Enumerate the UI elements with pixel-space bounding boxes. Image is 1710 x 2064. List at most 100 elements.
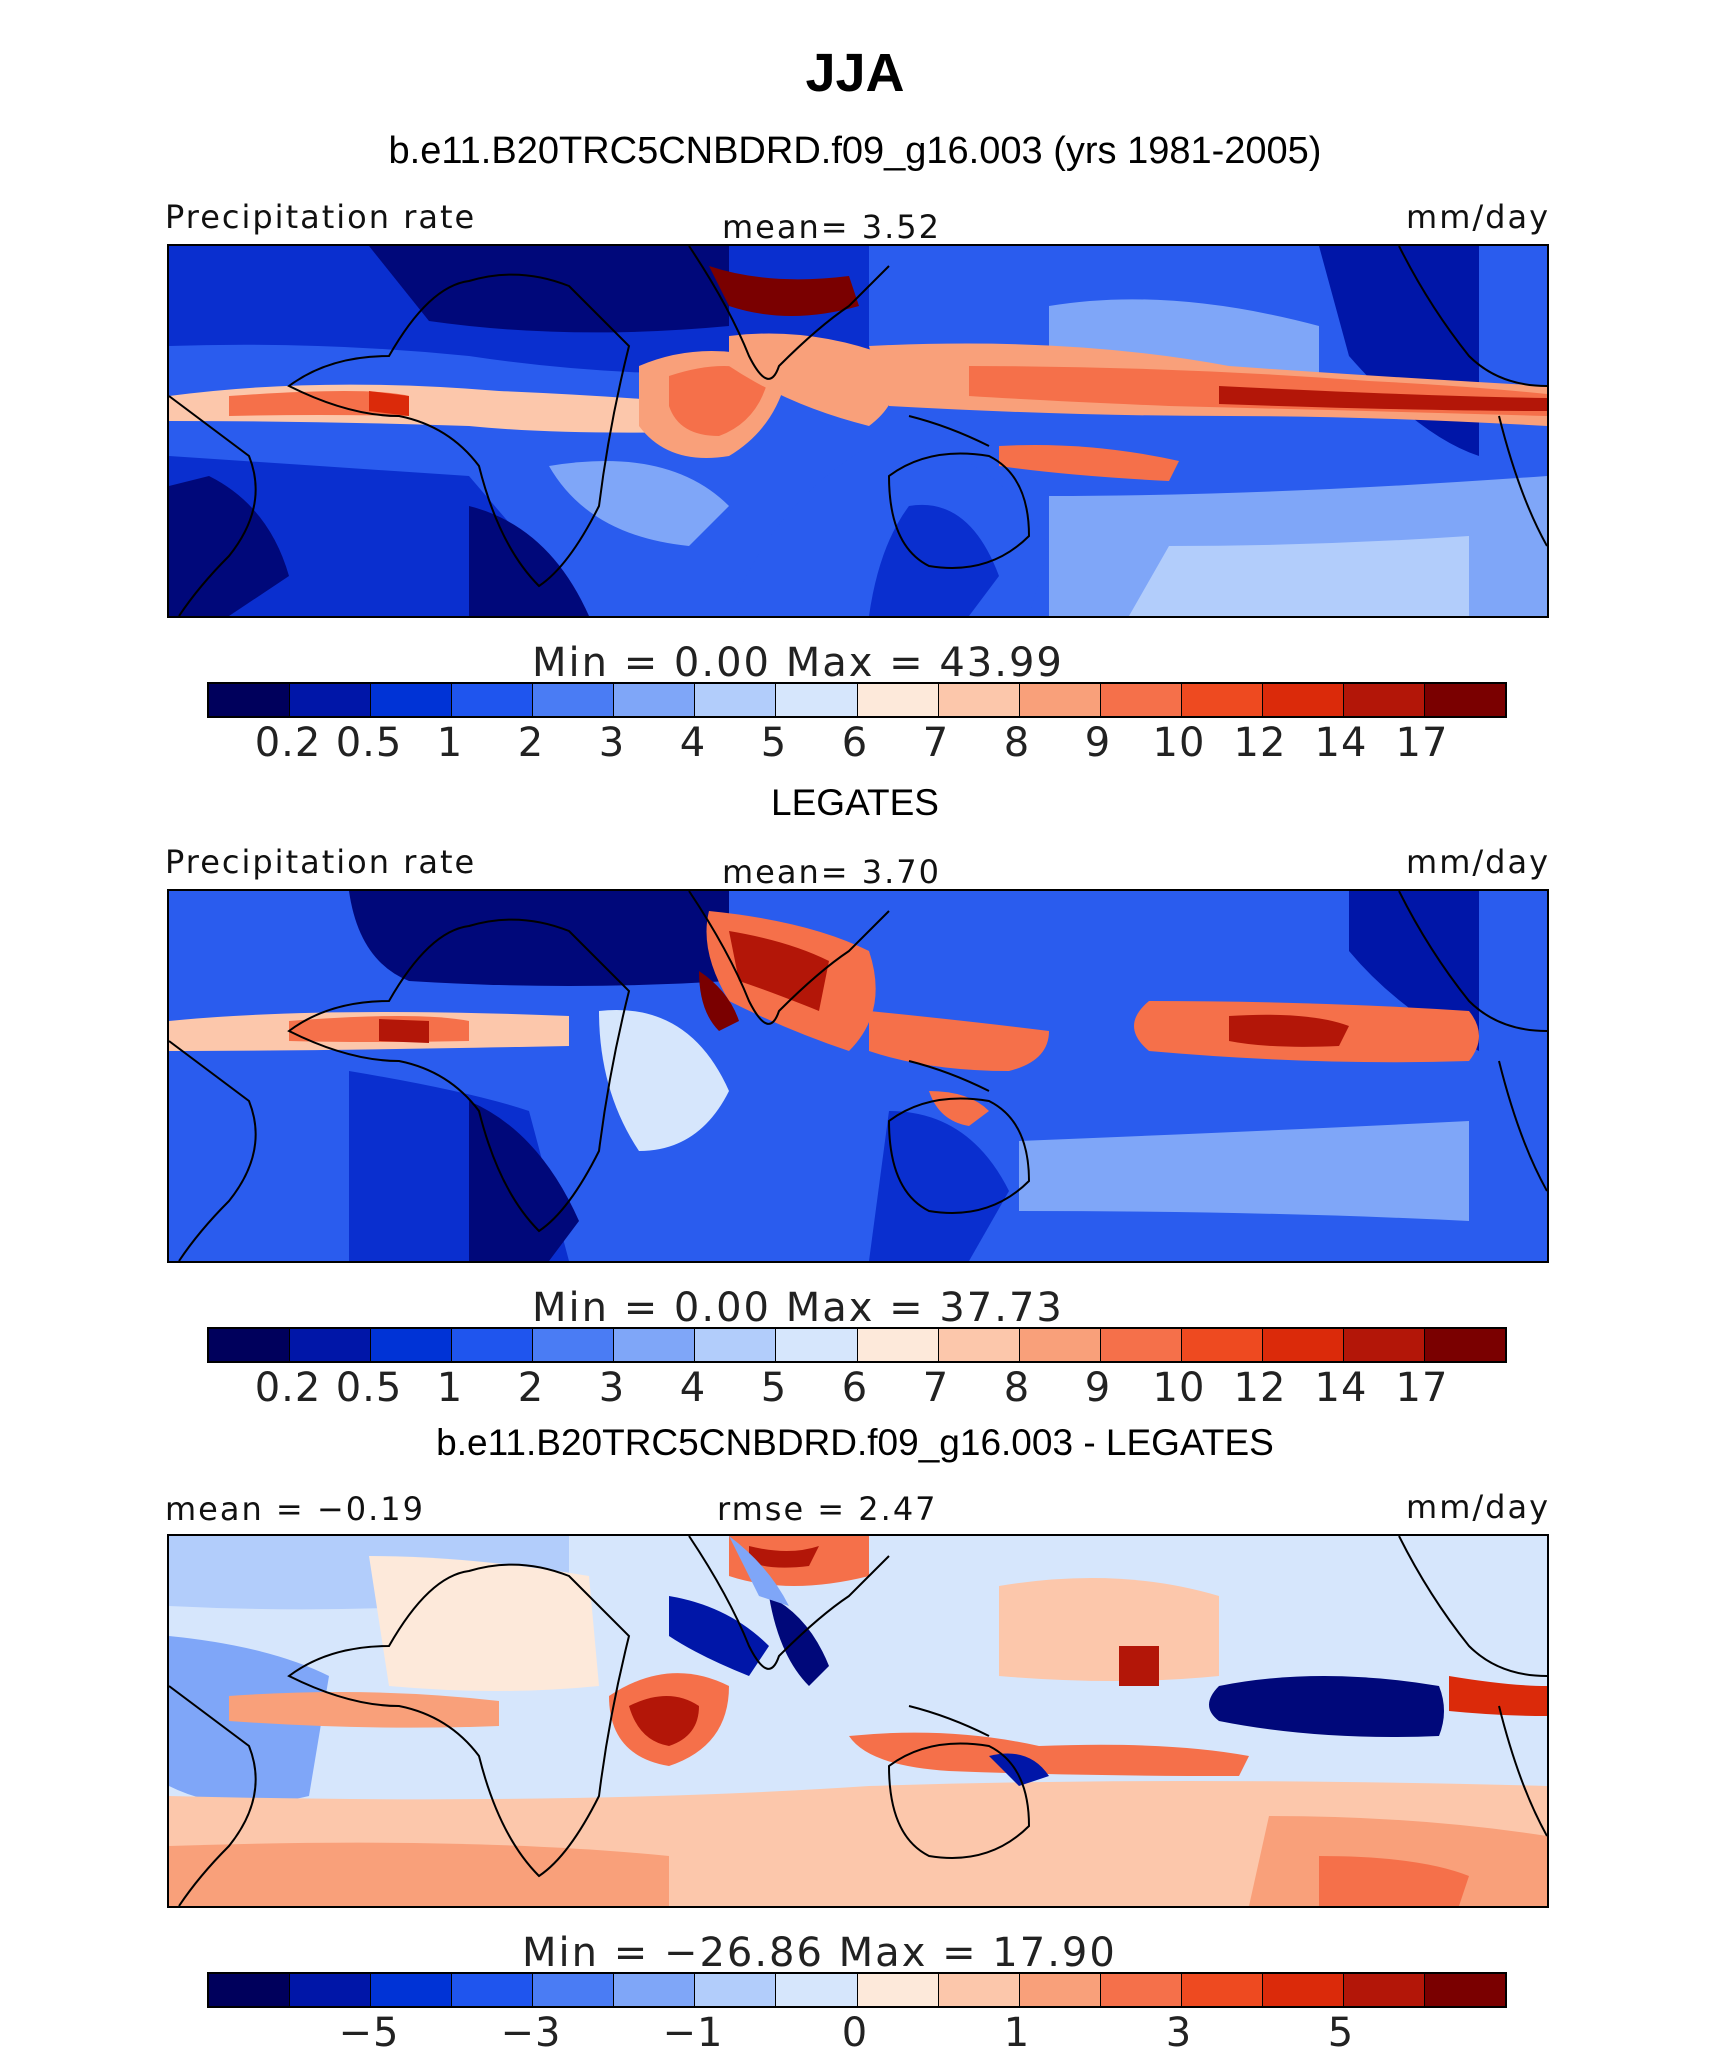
colorbar-tick-label: 0.5 [335, 720, 403, 766]
colorbar-tick-label: 0 [841, 2010, 869, 2056]
colorbar-box [452, 1974, 534, 2006]
colorbar-box [857, 684, 939, 716]
colorbar-box [1100, 684, 1182, 716]
colorbar-tick-label: 10 [1152, 720, 1206, 766]
colorbar-box [371, 1329, 453, 1361]
colorbar-tick-label: −1 [662, 2010, 724, 2056]
panel1-left-label: Precipitation rate [165, 198, 477, 236]
colorbar-box [1181, 1974, 1263, 2006]
colorbar-tick-label: 4 [679, 720, 707, 766]
panel2-colorbar [207, 1327, 1507, 1363]
panel3-colorbar [207, 1972, 1507, 2008]
panel1-map-field [169, 246, 1547, 616]
colorbar-box [776, 1329, 858, 1361]
colorbar-box [1100, 1329, 1182, 1361]
colorbar-box [1181, 684, 1263, 716]
figure-title: JJA [805, 43, 905, 103]
colorbar-tick-label: 17 [1395, 1365, 1449, 1411]
colorbar-box [533, 1974, 615, 2006]
colorbar-box [938, 684, 1020, 716]
colorbar-tick-label: 4 [679, 1365, 707, 1411]
panel2-title: LEGATES [771, 782, 939, 823]
colorbar-box [209, 1329, 291, 1361]
colorbar-tick-label: 1 [1003, 2010, 1031, 2056]
panel1-minmax: Min = 0.00 Max = 43.99 [532, 640, 1064, 686]
colorbar-tick-label: 1 [436, 720, 464, 766]
panel1-mean-label: mean= 3.52 [722, 208, 941, 246]
colorbar-tick-label: 7 [922, 1365, 950, 1411]
colorbar-tick-label: 2 [517, 720, 545, 766]
panel2-units-label: mm/day [1406, 843, 1550, 881]
colorbar-tick-label: 1 [436, 1365, 464, 1411]
panel3-rmse-label: rmse = 2.47 [717, 1490, 938, 1528]
colorbar-box [533, 684, 615, 716]
panel3-mean-label: mean = −0.19 [165, 1490, 425, 1528]
colorbar-box [452, 1329, 534, 1361]
colorbar-tick-label: −5 [338, 2010, 400, 2056]
colorbar-box [1019, 1974, 1101, 2006]
colorbar-box [695, 684, 777, 716]
colorbar-box [1424, 1329, 1505, 1361]
colorbar-tick-label: 14 [1314, 1365, 1368, 1411]
colorbar-box [614, 1329, 696, 1361]
colorbar-box [1343, 1329, 1425, 1361]
colorbar-box [1343, 684, 1425, 716]
colorbar-box [776, 684, 858, 716]
colorbar-tick-label: 2 [517, 1365, 545, 1411]
panel1-map [167, 244, 1549, 618]
colorbar-tick-label: 5 [1327, 2010, 1355, 2056]
colorbar-tick-label: 0.5 [335, 1365, 403, 1411]
colorbar-tick-label: 8 [1003, 1365, 1031, 1411]
panel1-units-label: mm/day [1406, 198, 1550, 236]
panel3-map [167, 1534, 1549, 1908]
colorbar-tick-label: 3 [598, 1365, 626, 1411]
colorbar-tick-label: 3 [1165, 2010, 1193, 2056]
colorbar-box [614, 684, 696, 716]
panel3-title: b.e11.B20TRC5CNBDRD.f09_g16.003 - LEGATE… [436, 1422, 1274, 1463]
colorbar-box [1424, 684, 1505, 716]
colorbar-box [776, 1974, 858, 2006]
colorbar-box [1100, 1974, 1182, 2006]
colorbar-tick-label: 6 [841, 720, 869, 766]
colorbar-box [1343, 1974, 1425, 2006]
colorbar-box [1424, 1974, 1505, 2006]
colorbar-box [1019, 684, 1101, 716]
colorbar-box [614, 1974, 696, 2006]
colorbar-tick-label: 0.2 [254, 1365, 322, 1411]
figure-subtitle: b.e11.B20TRC5CNBDRD.f09_g16.003 (yrs 198… [388, 130, 1322, 172]
panel2-map [167, 889, 1549, 1263]
colorbar-box [1181, 1329, 1263, 1361]
panel3-units-label: mm/day [1406, 1488, 1550, 1526]
colorbar-box [290, 684, 372, 716]
panel2-left-label: Precipitation rate [165, 843, 477, 881]
colorbar-box [857, 1329, 939, 1361]
colorbar-box [938, 1974, 1020, 2006]
colorbar-box [1262, 1974, 1344, 2006]
colorbar-box [209, 1974, 291, 2006]
colorbar-box [938, 1329, 1020, 1361]
colorbar-box [857, 1974, 939, 2006]
colorbar-tick-label: 12 [1233, 720, 1287, 766]
colorbar-tick-label: 17 [1395, 720, 1449, 766]
colorbar-box [209, 684, 291, 716]
colorbar-tick-label: 9 [1084, 720, 1112, 766]
panel2-minmax: Min = 0.00 Max = 37.73 [532, 1285, 1064, 1331]
colorbar-tick-label: −3 [500, 2010, 562, 2056]
colorbar-tick-label: 5 [760, 720, 788, 766]
colorbar-box [1262, 1329, 1344, 1361]
colorbar-tick-label: 9 [1084, 1365, 1112, 1411]
colorbar-tick-label: 0.2 [254, 720, 322, 766]
colorbar-tick-label: 7 [922, 720, 950, 766]
panel1-colorbar [207, 682, 1507, 718]
colorbar-tick-label: 5 [760, 1365, 788, 1411]
colorbar-tick-label: 12 [1233, 1365, 1287, 1411]
colorbar-box [290, 1974, 372, 2006]
colorbar-box [371, 1974, 453, 2006]
colorbar-tick-label: 10 [1152, 1365, 1206, 1411]
colorbar-box [452, 684, 534, 716]
panel2-mean-label: mean= 3.70 [722, 853, 941, 891]
panel3-minmax: Min = −26.86 Max = 17.90 [522, 1930, 1117, 1976]
colorbar-tick-label: 3 [598, 720, 626, 766]
colorbar-box [1262, 684, 1344, 716]
colorbar-tick-label: 6 [841, 1365, 869, 1411]
